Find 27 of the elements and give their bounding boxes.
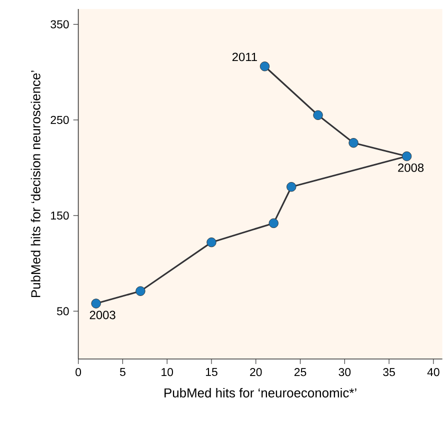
x-tick-label: 0 bbox=[76, 368, 82, 376]
x-tick-label: 20 bbox=[250, 368, 262, 376]
point bbox=[313, 110, 323, 120]
annotation: 2008 bbox=[398, 163, 424, 172]
x-tick-label: 5 bbox=[120, 368, 126, 376]
x-tick-label: 25 bbox=[294, 368, 306, 376]
x-tick-label: 10 bbox=[162, 368, 174, 376]
point bbox=[402, 151, 412, 162]
y-tick-label: 250 bbox=[50, 116, 69, 124]
point bbox=[348, 138, 358, 148]
point bbox=[91, 298, 101, 308]
x-tick-label: 30 bbox=[338, 368, 351, 376]
point bbox=[286, 182, 296, 192]
x-tick-label: 15 bbox=[206, 368, 218, 376]
point bbox=[136, 286, 146, 296]
x-tick-label: 40 bbox=[427, 368, 440, 376]
annotation: 2011 bbox=[232, 52, 257, 62]
x-axis-title: PubMed hits for ‘neuroeconomic*’ bbox=[164, 388, 356, 398]
annotation: 2003 bbox=[90, 310, 116, 320]
y-tick-label: 150 bbox=[51, 212, 69, 220]
point bbox=[268, 218, 278, 228]
x-tick-label: 35 bbox=[383, 368, 395, 376]
y-tick-label: 350 bbox=[50, 20, 69, 28]
point bbox=[206, 237, 216, 248]
y-axis-title: PubMed hits for ‘decision neuroscience’ bbox=[30, 70, 40, 298]
point bbox=[260, 62, 270, 72]
y-tick-label: 50 bbox=[56, 307, 69, 316]
